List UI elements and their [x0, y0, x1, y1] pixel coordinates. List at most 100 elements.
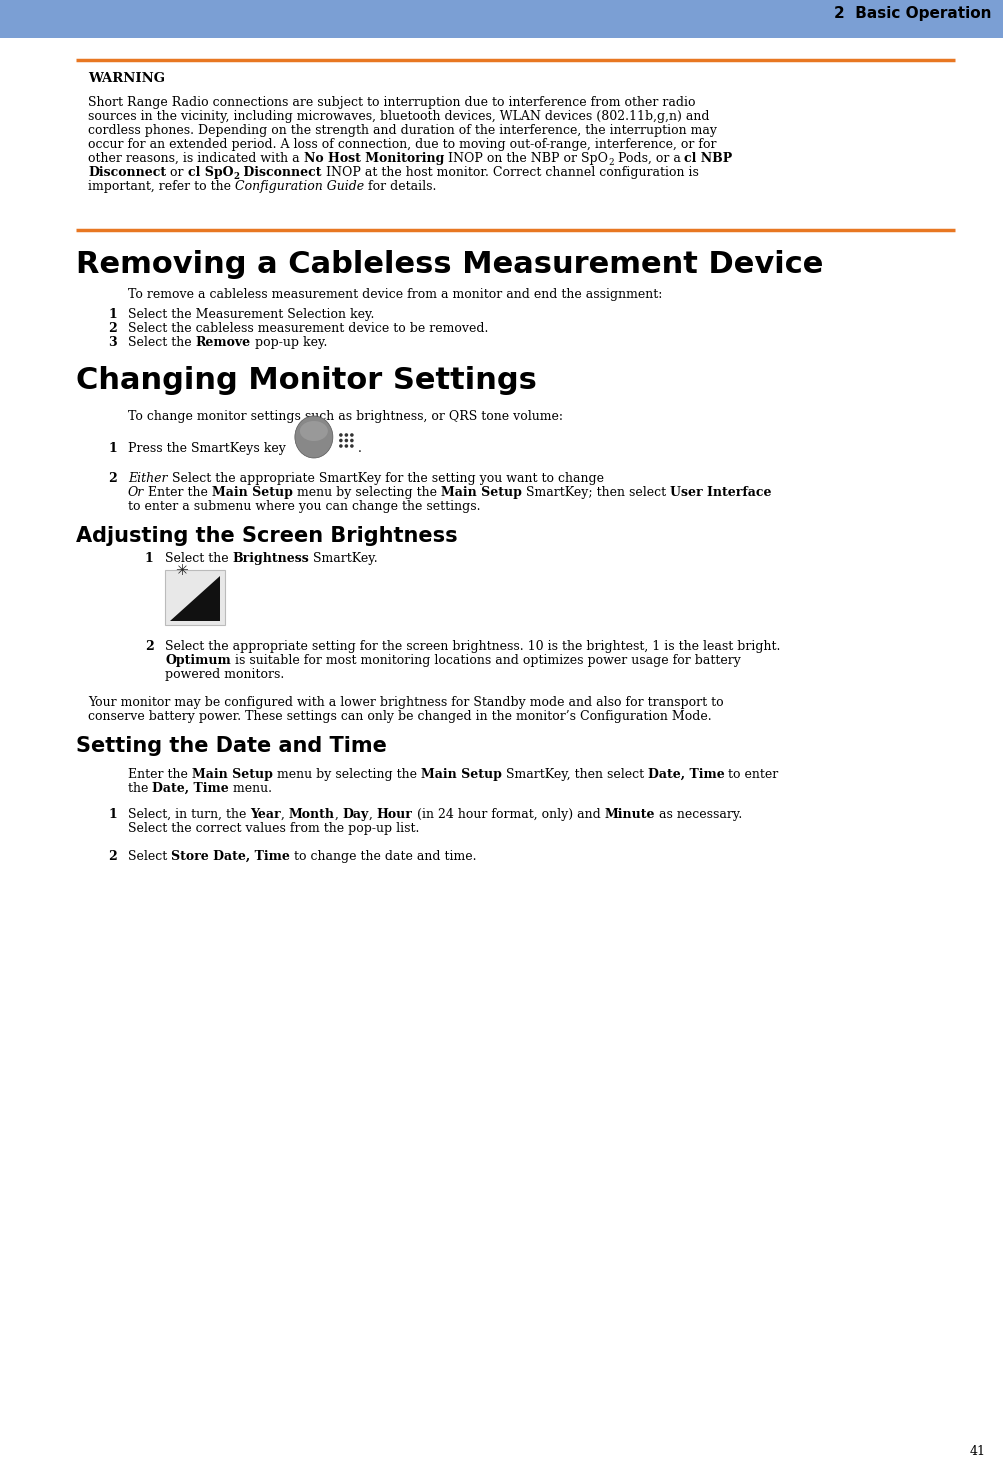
Text: sources in the vicinity, including microwaves, bluetooth devices, WLAN devices (: sources in the vicinity, including micro…	[88, 111, 709, 123]
Text: SmartKey.: SmartKey.	[309, 552, 377, 565]
Text: Select the Measurement Selection key.: Select the Measurement Selection key.	[127, 308, 374, 320]
Text: cordless phones. Depending on the strength and duration of the interference, the: cordless phones. Depending on the streng…	[88, 124, 716, 137]
Text: to change the date and time.: to change the date and time.	[290, 850, 476, 863]
Text: Disconnect: Disconnect	[239, 165, 321, 179]
Ellipse shape	[300, 421, 328, 441]
Text: Store Date, Time: Store Date, Time	[172, 850, 290, 863]
Text: 2: 2	[144, 641, 153, 652]
Text: 1: 1	[108, 308, 116, 320]
Circle shape	[344, 432, 348, 437]
Text: important, refer to the: important, refer to the	[88, 180, 235, 193]
Text: ,: ,	[281, 807, 289, 821]
Text: to enter: to enter	[724, 768, 778, 781]
Text: 2  Basic Operation: 2 Basic Operation	[833, 6, 991, 22]
Circle shape	[350, 444, 353, 447]
Circle shape	[344, 438, 348, 443]
Text: Changing Monitor Settings: Changing Monitor Settings	[76, 366, 537, 396]
Text: cl SpO: cl SpO	[188, 165, 233, 179]
Text: to enter a submenu where you can change the settings.: to enter a submenu where you can change …	[127, 500, 480, 514]
Text: Month: Month	[289, 807, 335, 821]
Text: Setting the Date and Time: Setting the Date and Time	[76, 737, 386, 756]
Text: Short Range Radio connections are subject to interruption due to interference fr: Short Range Radio connections are subjec…	[88, 96, 695, 109]
Text: powered monitors.: powered monitors.	[164, 669, 284, 680]
Text: the: the	[127, 782, 152, 796]
Text: Your monitor may be configured with a lower brightness for Standby mode and also: Your monitor may be configured with a lo…	[88, 697, 723, 708]
Text: Either: Either	[127, 472, 168, 486]
Circle shape	[339, 438, 342, 443]
Text: 2: 2	[608, 158, 613, 167]
Ellipse shape	[295, 416, 333, 458]
Bar	[0, 0, 1003, 38]
Text: Select the appropriate SmartKey for the setting you want to change: Select the appropriate SmartKey for the …	[168, 472, 603, 486]
Text: Main Setup: Main Setup	[440, 486, 522, 499]
Text: Select the: Select the	[127, 337, 196, 348]
Text: other reasons, is indicated with a: other reasons, is indicated with a	[88, 152, 303, 165]
Text: menu by selecting the: menu by selecting the	[293, 486, 440, 499]
Text: pop-up key.: pop-up key.	[251, 337, 327, 348]
Text: Brightness: Brightness	[233, 552, 309, 565]
Text: 2: 2	[108, 850, 116, 863]
Text: 3: 3	[108, 337, 116, 348]
Text: 1: 1	[108, 807, 116, 821]
Text: Select the: Select the	[164, 552, 233, 565]
Text: Year: Year	[250, 807, 281, 821]
Text: Configuration Guide: Configuration Guide	[235, 180, 364, 193]
Text: menu.: menu.	[229, 782, 272, 796]
Text: Select, in turn, the: Select, in turn, the	[127, 807, 250, 821]
Bar	[164, 570, 225, 624]
Text: Main Setup: Main Setup	[192, 768, 273, 781]
Text: ✳: ✳	[175, 562, 188, 579]
Text: Press the SmartKeys key: Press the SmartKeys key	[127, 441, 286, 455]
Circle shape	[339, 444, 342, 447]
Text: .: .	[357, 441, 361, 455]
Text: 2: 2	[108, 472, 116, 486]
Text: 1: 1	[144, 552, 153, 565]
Text: Main Setup: Main Setup	[212, 486, 293, 499]
Text: Day: Day	[342, 807, 369, 821]
Text: or: or	[165, 165, 188, 179]
Text: Optimum: Optimum	[164, 654, 231, 667]
Text: conserve battery power. These settings can only be changed in the monitor’s Conf: conserve battery power. These settings c…	[88, 710, 711, 723]
Text: Hour: Hour	[376, 807, 412, 821]
Text: for details.: for details.	[364, 180, 436, 193]
Text: menu by selecting the: menu by selecting the	[273, 768, 420, 781]
Text: Date, Time: Date, Time	[647, 768, 724, 781]
Text: Pods, or a: Pods, or a	[613, 152, 684, 165]
Text: Select the cableless measurement device to be removed.: Select the cableless measurement device …	[127, 322, 487, 335]
Text: Minute: Minute	[604, 807, 654, 821]
Text: 41: 41	[969, 1445, 985, 1458]
Text: Select the appropriate setting for the screen brightness. 10 is the brightest, 1: Select the appropriate setting for the s…	[164, 641, 779, 652]
Text: cl NBP: cl NBP	[684, 152, 732, 165]
Text: No Host Monitoring: No Host Monitoring	[303, 152, 443, 165]
Text: ,: ,	[369, 807, 376, 821]
Text: Disconnect: Disconnect	[88, 165, 165, 179]
Text: SmartKey; then select: SmartKey; then select	[522, 486, 669, 499]
Text: Adjusting the Screen Brightness: Adjusting the Screen Brightness	[76, 525, 457, 546]
Text: Select the correct values from the pop-up list.: Select the correct values from the pop-u…	[127, 822, 419, 835]
Text: Enter the: Enter the	[127, 768, 192, 781]
Text: ,: ,	[335, 807, 342, 821]
Text: Or: Or	[127, 486, 144, 499]
Text: Main Setup: Main Setup	[420, 768, 502, 781]
Text: INOP at the host monitor. Correct channel configuration is: INOP at the host monitor. Correct channe…	[321, 165, 698, 179]
Text: SmartKey, then select: SmartKey, then select	[502, 768, 647, 781]
Text: Enter the: Enter the	[144, 486, 212, 499]
Text: User Interface: User Interface	[669, 486, 770, 499]
Text: (in 24 hour format, only) and: (in 24 hour format, only) and	[412, 807, 604, 821]
Text: 2: 2	[108, 322, 116, 335]
Text: as necessary.: as necessary.	[654, 807, 741, 821]
Text: Select: Select	[127, 850, 172, 863]
Text: 1: 1	[108, 441, 116, 455]
Polygon shape	[170, 576, 220, 621]
Text: To remove a cableless measurement device from a monitor and end the assignment:: To remove a cableless measurement device…	[127, 288, 662, 301]
Circle shape	[350, 432, 353, 437]
Circle shape	[339, 432, 342, 437]
Text: 2: 2	[233, 173, 239, 182]
Text: INOP on the NBP or SpO: INOP on the NBP or SpO	[443, 152, 608, 165]
Circle shape	[350, 438, 353, 443]
Text: WARNING: WARNING	[88, 72, 164, 86]
Text: Removing a Cableless Measurement Device: Removing a Cableless Measurement Device	[76, 249, 822, 279]
Text: occur for an extended period. A loss of connection, due to moving out-of-range, : occur for an extended period. A loss of …	[88, 137, 716, 151]
Text: is suitable for most monitoring locations and optimizes power usage for battery: is suitable for most monitoring location…	[231, 654, 740, 667]
Circle shape	[344, 444, 348, 447]
